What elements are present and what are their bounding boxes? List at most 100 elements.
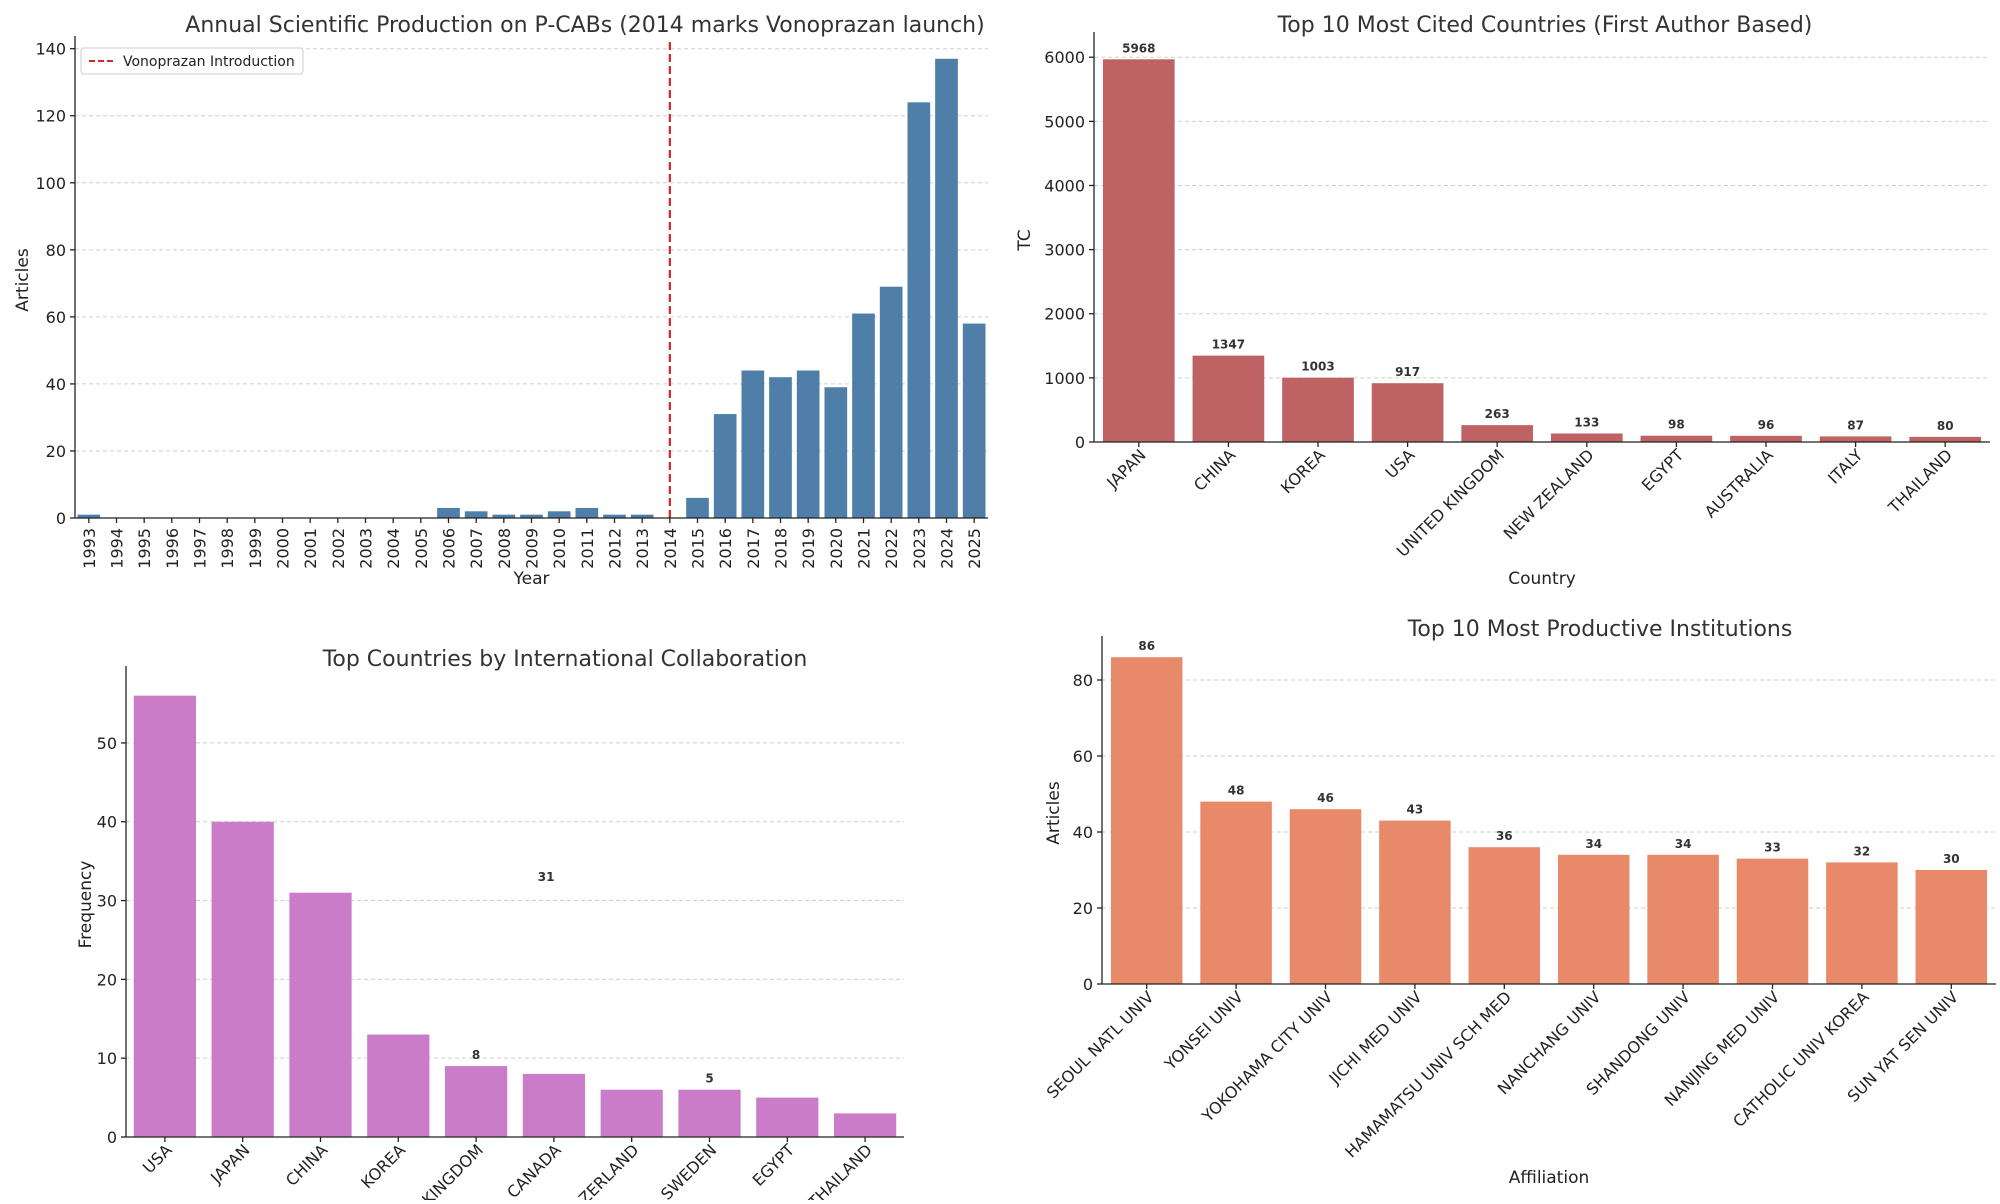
x-tick-label: NEW ZEALAND	[1500, 445, 1598, 543]
x-tick-label: 2016	[716, 528, 735, 569]
data-label: 30	[1943, 852, 1960, 866]
y-tick-label: 20	[1073, 899, 1093, 918]
x-tick-label: 2022	[882, 528, 901, 569]
bar	[769, 377, 792, 518]
x-tick-label: 2012	[606, 528, 625, 569]
x-axis-label: Year	[513, 569, 550, 589]
y-tick-label: 60	[46, 308, 66, 327]
bar	[1192, 355, 1265, 442]
bar	[444, 1066, 508, 1137]
bar	[756, 1097, 819, 1137]
x-tick-label: CHINA	[282, 1140, 331, 1189]
bar	[907, 102, 931, 519]
bar	[133, 695, 197, 1137]
x-tick-label: 1999	[246, 528, 265, 569]
bar	[600, 1089, 663, 1137]
data-label: 86	[1138, 639, 1155, 653]
y-tick-label: 1000	[1044, 369, 1085, 388]
bar	[630, 514, 654, 518]
data-label: 46	[1317, 791, 1334, 805]
bar	[520, 514, 543, 518]
bar	[464, 511, 488, 518]
chart-most-cited-countries-svg: 0 1000 2000 3000 4000 5000 6000 5968 1347 1003 917…	[1015, 13, 1990, 589]
legend: Vonoprazan Introduction	[80, 47, 304, 75]
data-label: 917	[1395, 365, 1420, 379]
data-label: 33	[1764, 841, 1781, 855]
bar	[741, 370, 765, 518]
x-tick-label: KOREA	[357, 1140, 409, 1192]
x-tick-label: 2002	[329, 528, 348, 569]
bar	[686, 497, 709, 518]
bar	[1282, 377, 1354, 442]
data-label: 36	[1496, 829, 1513, 843]
y-tick-label: 4000	[1044, 176, 1085, 195]
bar	[1461, 425, 1534, 442]
x-tick-label: 2000	[274, 528, 293, 569]
x-axis-label: Affiliation	[1509, 1168, 1590, 1188]
bar	[1640, 435, 1713, 442]
data-label: 80	[1937, 419, 1954, 433]
x-tick-label: 2006	[440, 528, 459, 569]
data-label: 43	[1407, 803, 1424, 817]
data-label: 1003	[1301, 360, 1334, 374]
x-tick-label: 1996	[163, 528, 182, 569]
x-tick-label: JAPAN	[206, 1140, 253, 1187]
bar	[833, 1113, 897, 1137]
bar	[522, 1073, 586, 1137]
data-label: 98	[1668, 418, 1685, 432]
data-label: 34	[1585, 837, 1602, 851]
y-tick-label: 20	[97, 970, 117, 989]
x-tick-label: JICHI MED UNIV	[1325, 987, 1426, 1088]
bar	[1647, 854, 1719, 984]
bar	[824, 387, 848, 518]
y-tick-label: 0	[56, 509, 66, 528]
x-tick-label: 2010	[550, 528, 569, 569]
x-tick-label: 2003	[357, 528, 376, 569]
y-tick-label: 50	[97, 734, 117, 753]
bar	[77, 514, 101, 518]
x-tick-label: AUSTRALIA	[1701, 445, 1777, 521]
bar	[575, 507, 599, 518]
x-tick-label: 2001	[301, 528, 320, 569]
x-tick-label: SWEDEN	[657, 1140, 720, 1200]
data-label: 48	[1228, 784, 1245, 798]
data-label: 263	[1485, 407, 1510, 421]
y-tick-label: 30	[97, 892, 117, 911]
legend-label: Vonoprazan Introduction	[123, 54, 295, 70]
x-tick-label: 1993	[80, 528, 99, 569]
bar	[1110, 657, 1183, 984]
x-tick-label: 1997	[191, 528, 210, 569]
y-tick-label: 0	[107, 1128, 117, 1147]
bar	[1730, 435, 1802, 442]
bar	[879, 286, 903, 518]
y-tick-label: 5000	[1044, 112, 1085, 131]
bar	[1468, 847, 1541, 984]
x-tick-label: 2004	[384, 528, 403, 569]
chart-international-collaboration: 0 10 20 30 40 50 8 5 31 USA JAPAN CHINA KOREA KINGDOM…	[0, 600, 1000, 1204]
chart-productive-institutions-svg: 0 20 40 60 80 86 48 46 43 36 34 34 33 32 30 SEOUL NATL …	[1043, 617, 1996, 1188]
y-tick-label: 3000	[1044, 241, 1085, 260]
y-tick-label: 80	[46, 241, 66, 260]
data-label: 31	[538, 870, 555, 884]
y-tick-label: 20	[46, 442, 66, 461]
x-tick-label: CHINA	[1190, 445, 1239, 494]
y-tick-label: 60	[1073, 747, 1093, 766]
x-tick-label: 2023	[910, 528, 929, 569]
y-tick-label: 0	[1075, 433, 1085, 452]
x-tick-label: 2014	[661, 528, 680, 569]
x-tick-label: SEOUL NATL UNIV	[1043, 987, 1158, 1102]
bar	[1819, 436, 1892, 442]
x-tick-label: ZERLAND	[575, 1140, 643, 1200]
bar	[603, 514, 626, 518]
x-tick-label: 2015	[689, 528, 708, 569]
legend-box	[80, 47, 304, 75]
y-tick-label: 10	[97, 1049, 117, 1068]
data-label: 133	[1574, 415, 1599, 429]
x-tick-label: 2013	[633, 528, 652, 569]
y-tick-label: 2000	[1044, 305, 1085, 324]
x-tick-label: THAILAND	[804, 1140, 876, 1200]
chart-title: Top 10 Most Productive Institutions	[1407, 617, 1793, 642]
chart-title: Top Countries by International Collabora…	[322, 647, 808, 672]
bar	[1379, 820, 1451, 984]
x-tick-label: KINGDOM	[418, 1140, 487, 1200]
